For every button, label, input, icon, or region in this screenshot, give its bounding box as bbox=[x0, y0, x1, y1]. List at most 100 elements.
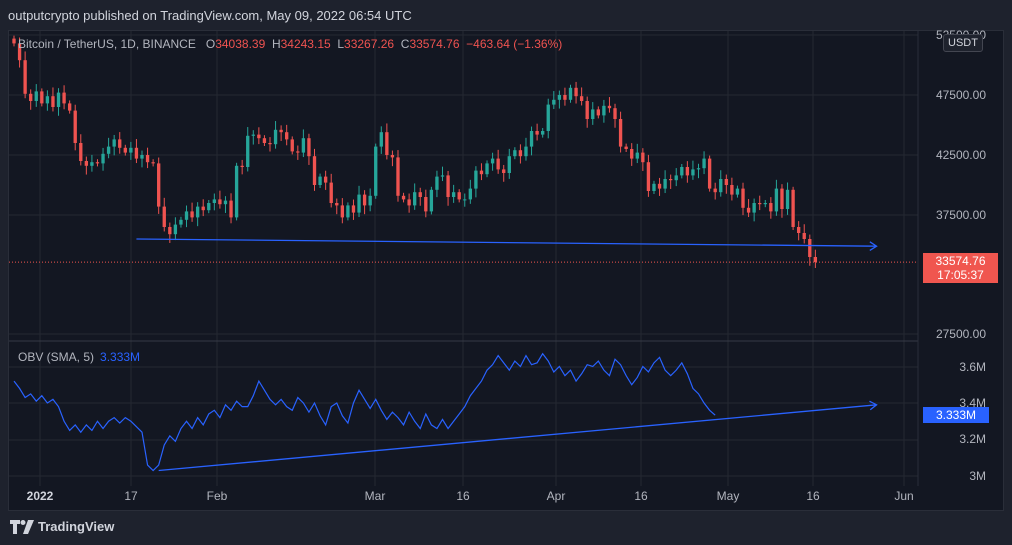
candle-body bbox=[463, 199, 467, 201]
candle-body bbox=[268, 143, 272, 145]
candle-body bbox=[285, 132, 289, 140]
candle-body bbox=[769, 203, 773, 212]
candle-body bbox=[407, 199, 411, 206]
candle-body bbox=[780, 188, 784, 209]
candle-body bbox=[246, 135, 250, 167]
candle-body bbox=[307, 138, 311, 157]
candle-body bbox=[479, 170, 484, 175]
candle-body bbox=[351, 205, 356, 213]
price-support-trendline bbox=[136, 238, 877, 247]
candle-body bbox=[340, 205, 345, 218]
time-tick-label: Feb bbox=[206, 489, 228, 503]
candle-body bbox=[557, 95, 562, 100]
candle-body bbox=[624, 146, 628, 149]
candle-body bbox=[513, 150, 517, 157]
candle-body bbox=[195, 206, 200, 218]
change-value: −463.64 (−1.36%) bbox=[466, 37, 563, 51]
candle-body bbox=[184, 211, 189, 220]
obv-tick-label: 3M bbox=[969, 469, 986, 483]
ohlc-legend: Bitcoin / TetherUS, 1D, BINANCE O34038.3… bbox=[18, 37, 562, 51]
obv-legend[interactable]: OBV (SMA, 5) 3.333M bbox=[18, 350, 140, 364]
candle-body bbox=[602, 105, 606, 116]
candle-body bbox=[613, 108, 617, 119]
candle-body bbox=[346, 205, 350, 218]
candle-body bbox=[724, 179, 728, 185]
candle-body bbox=[390, 155, 395, 158]
candle-body bbox=[106, 146, 111, 154]
candle-body bbox=[535, 131, 539, 135]
candle-body bbox=[357, 194, 361, 213]
price-tick-label: 27500.00 bbox=[935, 327, 986, 341]
candle-body bbox=[123, 147, 127, 153]
candle-body bbox=[669, 179, 673, 181]
chart-frame[interactable] bbox=[8, 30, 1004, 511]
candle-body bbox=[785, 189, 790, 209]
tradingview-logo[interactable]: TradingView bbox=[10, 519, 114, 534]
candle-body bbox=[84, 161, 89, 166]
candle-body bbox=[607, 105, 612, 109]
candle-body bbox=[162, 206, 166, 227]
high-value: 34243.15 bbox=[280, 37, 331, 51]
publish-info: outputcrypto published on TradingView.co… bbox=[8, 8, 412, 23]
candle-body bbox=[735, 188, 740, 195]
candle-body bbox=[151, 162, 155, 164]
candle-body bbox=[212, 199, 217, 203]
time-tick-label: 16 bbox=[806, 489, 820, 503]
candle-body bbox=[591, 109, 595, 119]
candle-body bbox=[524, 146, 528, 157]
candle-body bbox=[168, 227, 172, 235]
candle-body bbox=[435, 176, 439, 190]
candle-body bbox=[791, 189, 795, 227]
open-value: 34038.39 bbox=[215, 37, 266, 51]
symbol-name[interactable]: Bitcoin / TetherUS, 1D, BINANCE bbox=[18, 37, 196, 51]
candle-body bbox=[451, 192, 456, 197]
candle-body bbox=[374, 146, 378, 196]
candle-body bbox=[529, 131, 534, 147]
candle-body bbox=[129, 147, 133, 153]
candle-body bbox=[641, 152, 645, 163]
obv-tick-label: 3.6M bbox=[959, 360, 986, 374]
candle-body bbox=[67, 103, 72, 111]
candle-body bbox=[379, 132, 383, 147]
candle-body bbox=[401, 195, 406, 200]
candle-body bbox=[485, 163, 489, 175]
candle-body bbox=[329, 182, 333, 203]
candle-body bbox=[290, 139, 294, 152]
candle-body bbox=[12, 38, 16, 44]
candle-body bbox=[62, 92, 66, 104]
time-tick-label: 2022 bbox=[26, 489, 54, 503]
candle-body bbox=[741, 188, 745, 208]
candle-body bbox=[234, 165, 239, 218]
candle-body bbox=[95, 162, 100, 164]
candle-body bbox=[702, 158, 706, 169]
candle-body bbox=[685, 167, 690, 176]
obv-name: OBV (SMA, 5) bbox=[18, 350, 95, 364]
candle-body bbox=[301, 138, 306, 153]
obv-value: 3.333M bbox=[100, 350, 141, 364]
tradingview-logo-icon bbox=[10, 519, 34, 534]
candle-body bbox=[652, 183, 656, 191]
candle-body bbox=[173, 224, 178, 235]
candle-body bbox=[34, 91, 38, 101]
close-value: 33574.76 bbox=[409, 37, 460, 51]
candle-body bbox=[502, 169, 506, 173]
candle-body bbox=[574, 87, 578, 97]
candle-body bbox=[646, 162, 651, 191]
candle-body bbox=[546, 104, 550, 131]
candle-body bbox=[474, 170, 478, 189]
candle-body bbox=[746, 207, 751, 213]
candle-body bbox=[468, 188, 472, 200]
candle-body bbox=[808, 239, 812, 257]
low-label: L bbox=[337, 37, 345, 51]
time-tick-label: May bbox=[716, 489, 740, 503]
obv-tick-label: 3.4M bbox=[959, 396, 986, 410]
candle-body bbox=[279, 129, 283, 133]
candle-body bbox=[257, 134, 261, 139]
currency-button[interactable]: USDT bbox=[943, 34, 983, 52]
candle-body bbox=[262, 138, 267, 143]
candle-body bbox=[273, 129, 278, 145]
candle-body bbox=[457, 192, 461, 200]
candle-body bbox=[413, 192, 417, 206]
candle-body bbox=[396, 157, 400, 196]
